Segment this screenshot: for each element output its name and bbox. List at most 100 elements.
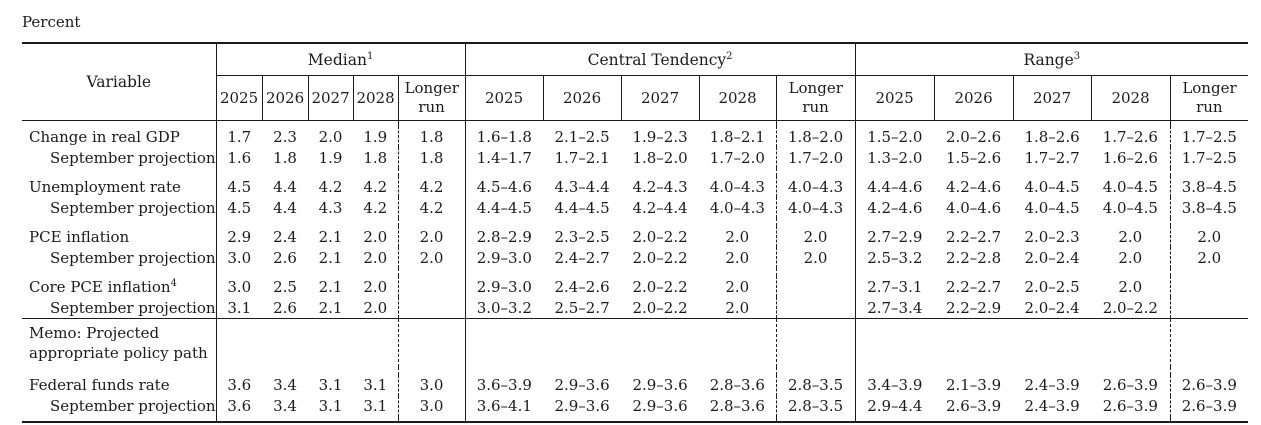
value-cell <box>397 318 466 367</box>
value-cell: 2.7–2.9 <box>854 226 935 247</box>
value-cell <box>464 120 544 126</box>
value-cell <box>699 218 776 226</box>
row-label: September projection <box>50 298 216 317</box>
value-cell: 2.0 <box>725 227 750 246</box>
value-cell <box>464 218 544 226</box>
value-cell: 4.2 <box>363 198 388 217</box>
year-header-row: 2025 2026 2027 2028 Longer run 2025 2026… <box>22 75 1249 121</box>
value-cell <box>397 168 466 176</box>
spacer-row <box>22 120 1249 126</box>
spacer-row <box>22 268 1249 276</box>
value-cell: 2.4–2.6 <box>554 277 610 296</box>
value-cell: 4.2 <box>397 197 466 218</box>
memo-row: Memo: Projected appropriate policy path <box>22 318 1249 367</box>
value-cell: 2.6–3.9 <box>945 397 1002 415</box>
table-row: Change in real GDP 1.7 2.3 2.0 1.9 1.8 1.6–1.8… <box>22 126 1249 147</box>
value-cell: 4.0–4.3 <box>775 197 856 218</box>
value-cell: 4.5 <box>215 176 263 197</box>
value-cell: 3.8–4.5 <box>1169 197 1249 218</box>
table-row: September projection 3.6 3.4 3.1 3.1 3.0 3.6–4… <box>22 395 1249 417</box>
value-cell: 4.0–4.6 <box>945 198 1002 217</box>
value-cell <box>934 367 1013 375</box>
value-cell: 2.1 <box>318 227 343 246</box>
value-cell <box>1091 367 1170 375</box>
median-label: Median <box>307 50 367 69</box>
value-cell <box>1169 318 1249 367</box>
value-cell: 2.9 <box>215 226 263 247</box>
value-cell: 4.5 <box>215 197 263 218</box>
value-cell: 2.5–3.2 <box>854 247 935 268</box>
value-cell: 4.4–4.6 <box>854 176 935 197</box>
table-row: Federal funds rate 3.6 3.4 3.1 3.1 3.0 3.6–3.9… <box>22 374 1249 396</box>
value-cell <box>621 318 700 367</box>
value-cell: 4.2–4.6 <box>854 197 935 218</box>
year-header: 2027 <box>1012 75 1092 121</box>
value-cell: 2.8–3.6 <box>709 397 765 415</box>
value-cell: 1.6 <box>215 147 263 168</box>
value-cell: 2.2–2.9 <box>945 298 1002 317</box>
value-cell: 1.5–2.6 <box>945 148 1002 167</box>
year-header: 2028 <box>1090 75 1171 121</box>
value-cell: 2.5–2.7 <box>554 298 610 317</box>
value-cell: 2.0–2.4 <box>1024 298 1080 317</box>
value-cell: 1.8 <box>273 148 297 167</box>
value-cell: 4.2–4.4 <box>632 198 688 217</box>
row-label: September projection <box>50 148 216 167</box>
value-cell: 2.1 <box>318 277 343 296</box>
value-cell <box>775 168 856 176</box>
value-cell: 2.8–3.6 <box>709 376 765 394</box>
value-cell: 4.0–4.5 <box>1024 198 1080 217</box>
longer-run-header: Longer run <box>397 75 466 121</box>
row-label: September projection <box>50 397 216 415</box>
value-cell: 2.0 <box>1118 277 1143 296</box>
value-cell <box>854 416 935 422</box>
value-cell: 1.7–2.6 <box>1102 127 1158 146</box>
value-cell <box>621 268 699 276</box>
value-cell <box>1091 168 1170 176</box>
value-cell: 2.8–2.9 <box>464 226 544 247</box>
value-cell: 4.2 <box>318 177 343 196</box>
value-cell: 1.9–2.3 <box>632 127 688 146</box>
value-cell <box>397 276 466 297</box>
value-cell <box>1091 218 1170 226</box>
year-header: 2026 <box>261 75 309 121</box>
value-cell <box>854 168 935 176</box>
table-row: September projection 4.5 4.4 4.3 4.2 4.2 4.4–4… <box>22 197 1249 218</box>
value-cell: 2.0 <box>363 227 388 246</box>
year-header: 2028 <box>698 75 777 121</box>
row-label: September projection <box>50 198 216 217</box>
value-cell <box>353 218 398 226</box>
value-cell: 2.0 <box>1169 226 1249 247</box>
value-cell: 2.0 <box>725 298 750 317</box>
year-header: 2028 <box>352 75 399 121</box>
value-cell: 2.0–2.6 <box>945 127 1002 146</box>
value-cell <box>1169 297 1249 319</box>
variable-column-header: Variable <box>22 43 217 121</box>
value-cell <box>353 318 399 367</box>
value-cell: 2.0–2.2 <box>632 227 688 246</box>
value-cell: 2.9–3.6 <box>632 397 688 415</box>
value-cell <box>464 366 544 375</box>
value-cell <box>699 318 777 367</box>
group-header-row: Variable Median1 Central Tendency2 Range… <box>22 43 1249 121</box>
value-cell <box>464 168 544 176</box>
value-cell: 1.6–1.8 <box>464 126 544 147</box>
value-cell: 2.0 <box>397 226 466 247</box>
value-cell <box>934 168 1013 176</box>
value-cell: 1.8–2.1 <box>709 127 765 146</box>
value-cell <box>854 218 935 226</box>
value-cell <box>308 417 353 422</box>
units-label: Percent <box>22 13 81 31</box>
longer-run-header: Longer run <box>1169 75 1249 121</box>
value-cell <box>543 268 621 276</box>
table-row: September projection 3.0 2.6 2.1 2.0 2.0 2.9–3… <box>22 247 1249 268</box>
value-cell: 3.0 <box>397 374 466 396</box>
value-cell <box>397 268 466 276</box>
value-cell: 2.0 <box>363 248 388 267</box>
value-cell <box>353 367 398 375</box>
row-label: September projection <box>50 248 216 267</box>
row-label: Unemployment rate <box>29 177 181 196</box>
value-cell: 3.1 <box>215 297 263 319</box>
value-cell: 4.4 <box>273 177 297 196</box>
value-cell: 1.7–2.0 <box>775 147 856 168</box>
